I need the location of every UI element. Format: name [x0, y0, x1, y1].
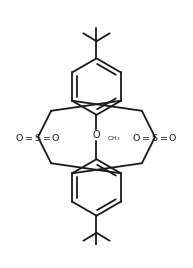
Text: CH$_3$: CH$_3$: [107, 135, 120, 143]
Text: O: O: [93, 130, 100, 140]
Text: $\mathrm{O{=}S{=}O}$: $\mathrm{O{=}S{=}O}$: [15, 132, 61, 143]
Text: $\mathrm{O{=}S{=}O}$: $\mathrm{O{=}S{=}O}$: [132, 132, 178, 143]
